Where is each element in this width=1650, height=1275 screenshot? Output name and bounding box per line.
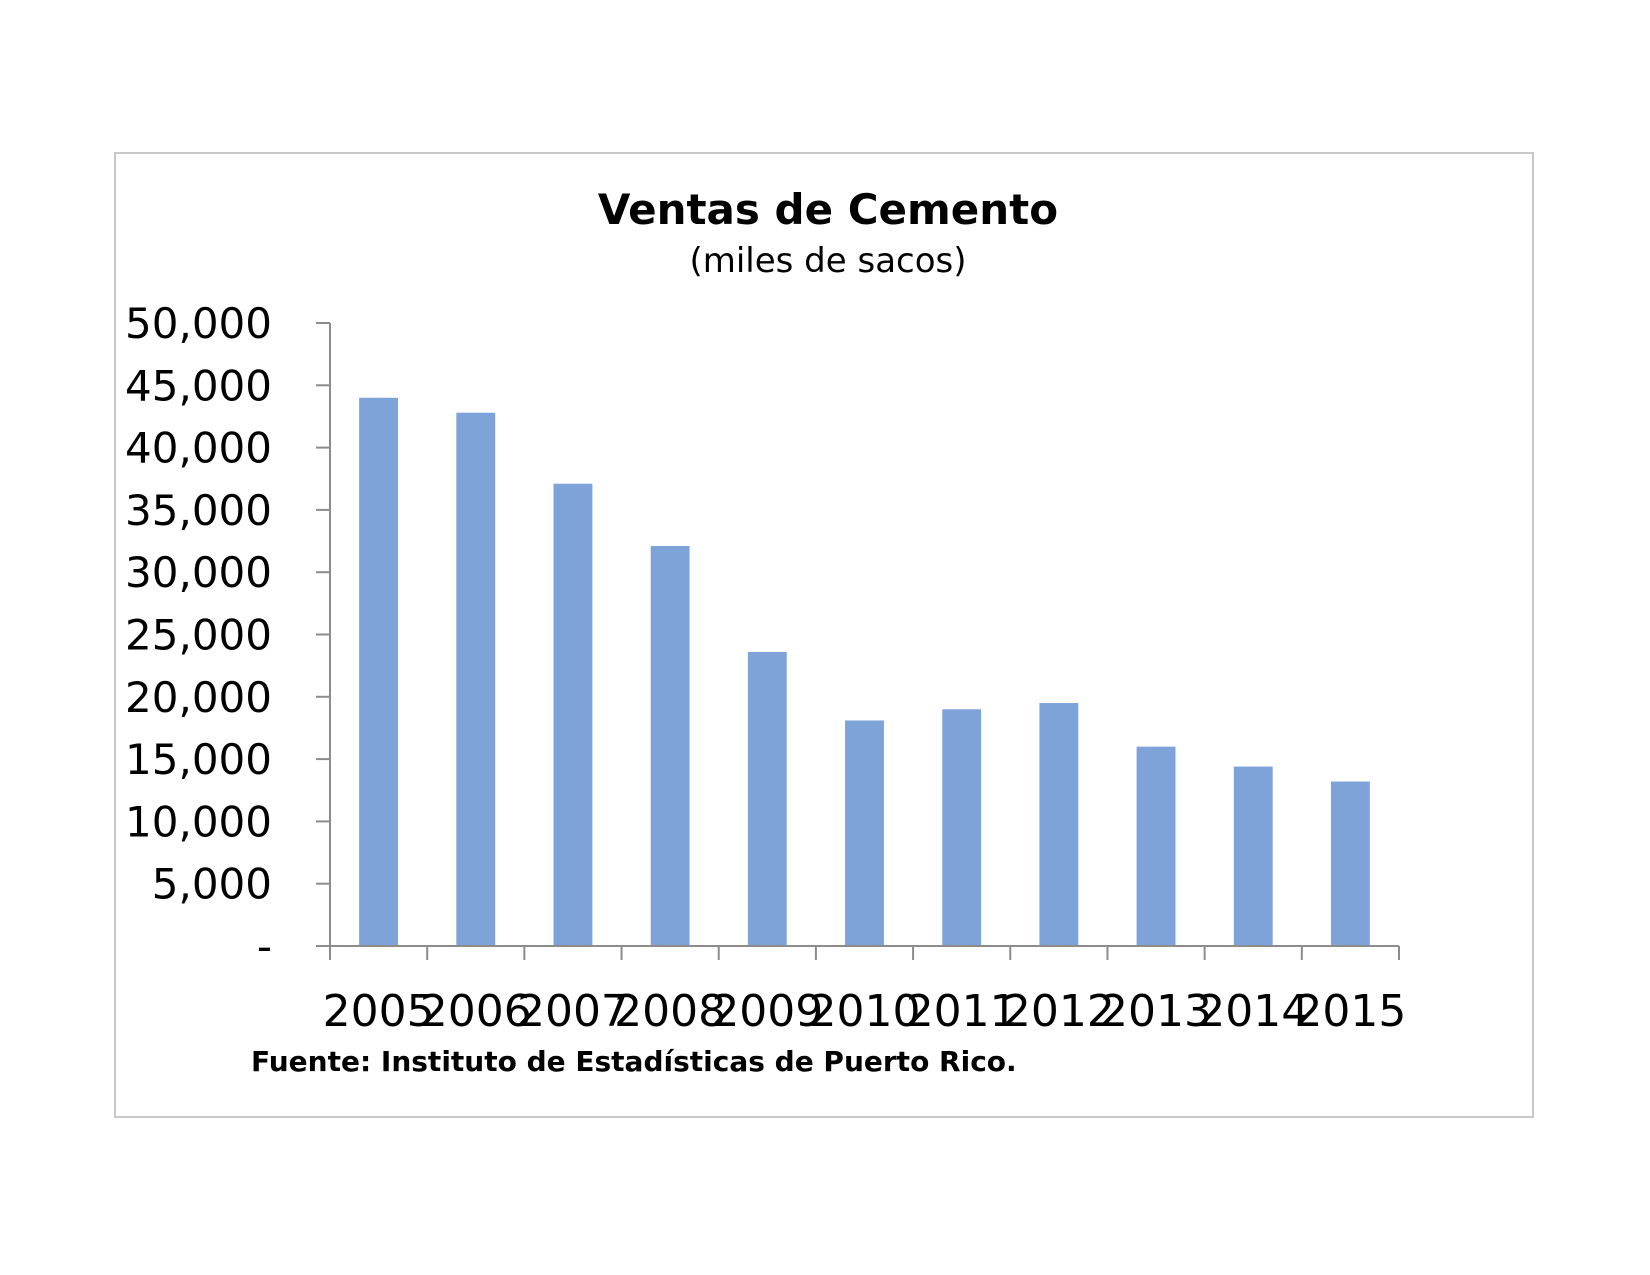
source-note: Fuente: Instituto de Estadísticas de Pue… (251, 1045, 1017, 1078)
bar-2009 (747, 651, 787, 946)
bar-2008 (650, 546, 690, 946)
bar-2010 (845, 720, 884, 946)
y-tick-label: 35,000 (125, 486, 272, 535)
y-tick-label: 40,000 (125, 424, 272, 473)
bar-2005 (359, 397, 399, 946)
x-tick-label: 2013 (1100, 986, 1212, 1037)
y-tick-label: 30,000 (125, 548, 272, 597)
bars (359, 397, 1370, 946)
chart-title: Ventas de Cemento (598, 185, 1058, 234)
y-tick-label: 45,000 (125, 361, 272, 410)
x-tick-label: 2008 (614, 986, 726, 1037)
chart-subtitle: (miles de sacos) (689, 241, 966, 281)
x-tick-label: 2015 (1294, 986, 1406, 1037)
x-tick-label: 2010 (809, 986, 921, 1037)
y-tick-label: 5,000 (152, 860, 272, 909)
y-tick-label: 15,000 (125, 735, 272, 784)
x-tick-label: 2005 (323, 986, 435, 1037)
bar-chart: Ventas de Cemento (miles de sacos) - 5,00… (125, 185, 1406, 1078)
bar-2011 (942, 709, 982, 946)
y-tick-label: 10,000 (125, 797, 272, 846)
y-tick-label: 25,000 (125, 611, 272, 660)
x-tick-label: 2014 (1197, 986, 1309, 1037)
bar-2013 (1136, 746, 1176, 946)
y-tick-label: 20,000 (125, 673, 272, 722)
x-tick-label: 2012 (1003, 986, 1115, 1037)
x-tick-label: 2007 (517, 986, 629, 1037)
bar-2007 (553, 483, 593, 946)
bar-2015 (1330, 781, 1370, 946)
y-tick-label: - (257, 922, 272, 971)
x-tick-label: 2006 (420, 986, 532, 1037)
bar-2012 (1039, 703, 1079, 946)
x-axis: 2005200620072008200920102011201220132014… (316, 945, 1406, 1037)
bar-2014 (1233, 766, 1273, 946)
chart-frame: Ventas de Cemento (miles de sacos) - 5,00… (114, 152, 1534, 1118)
x-tick-label: 2009 (711, 986, 823, 1037)
y-tick-label: 50,000 (125, 299, 272, 348)
x-tick-label: 2011 (906, 986, 1018, 1037)
bar-2006 (456, 412, 496, 946)
y-axis: - 5,000 10,000 15,000 20,000 25,000 30,000 35,0… (125, 299, 331, 971)
